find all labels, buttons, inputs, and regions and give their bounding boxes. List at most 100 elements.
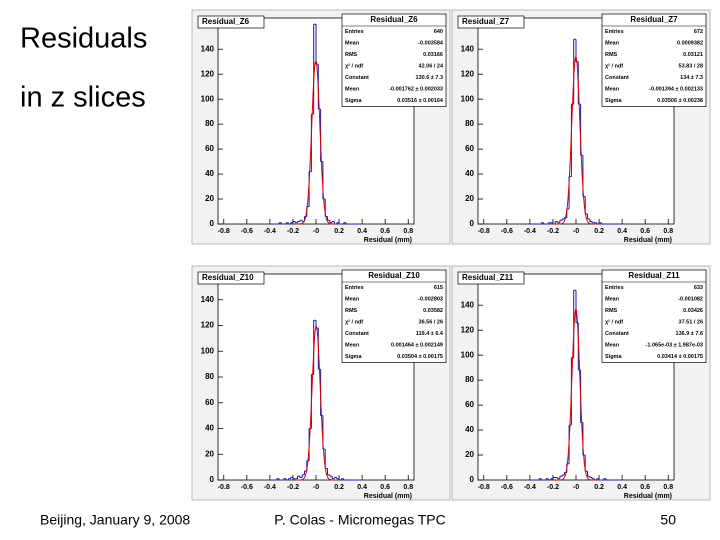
footer-left: Beijing, January 9, 2008 — [40, 512, 190, 528]
x-tick-label: 0.6 — [640, 484, 650, 491]
stats-label: RMS — [345, 308, 358, 314]
stats-label: Mean — [345, 87, 360, 93]
x-tick-label: -0 — [573, 228, 579, 235]
fit-curve — [555, 55, 597, 225]
y-tick-label: 40 — [465, 425, 474, 434]
x-tick-label: -0.4 — [524, 484, 536, 491]
stats-value: 615 — [434, 285, 443, 291]
y-tick-label: 80 — [465, 375, 474, 384]
y-tick-label: 100 — [461, 94, 475, 103]
x-tick-label: 0.2 — [594, 228, 604, 235]
y-tick-label: 0 — [210, 475, 215, 484]
stats-value: 633 — [694, 285, 703, 291]
stats-label: Entries — [345, 29, 364, 35]
stats-value: 0.03504 ± 0.00175 — [397, 354, 443, 360]
stats-label: Mean — [345, 343, 360, 349]
y-tick-label: 20 — [465, 194, 474, 203]
stats-title: Residual_Z6 — [370, 15, 418, 24]
stats-box — [601, 269, 707, 363]
fit-curve — [295, 60, 337, 225]
x-tick-label: -0.2 — [287, 484, 299, 491]
stats-value: -0.001762 ± 0.002033 — [389, 87, 443, 93]
slide-subtitle: in z slices — [20, 82, 146, 114]
stats-value: 0.03121 — [683, 52, 703, 58]
x-tick-label: 0.6 — [640, 228, 650, 235]
x-tick-label: -0.2 — [547, 484, 559, 491]
x-tick-label: 0.6 — [380, 484, 390, 491]
stats-value: 672 — [694, 29, 703, 35]
footer-center: P. Colas - Micromegas TPC — [274, 512, 445, 528]
title-box — [457, 15, 525, 29]
stats-box — [341, 13, 447, 107]
x-tick-label: -0.4 — [264, 484, 276, 491]
stats-label: Constant — [605, 75, 629, 81]
chart-title: Residual_Z7 — [462, 17, 510, 26]
stats-label: Entries — [605, 285, 624, 291]
x-tick-label: 0.4 — [357, 484, 367, 491]
stats-value: 0.03506 ± 0.00238 — [657, 98, 703, 104]
y-tick-label: 60 — [465, 400, 474, 409]
stats-label: RMS — [605, 308, 618, 314]
y-tick-label: 120 — [201, 321, 215, 330]
x-tick-label: 0.4 — [617, 484, 627, 491]
x-tick-label: -0 — [573, 484, 579, 491]
title-box — [457, 271, 525, 285]
stats-value: 119.4 ± 6.4 — [416, 331, 444, 337]
stats-title: Residual_Z10 — [368, 271, 420, 280]
chart-title: Residual_Z11 — [462, 273, 514, 282]
stats-value: 0.03426 — [683, 308, 703, 314]
stats-label: Sigma — [345, 98, 362, 104]
stats-label: Entries — [605, 29, 624, 35]
y-tick-label: 80 — [205, 119, 214, 128]
stats-value: 0.03582 — [423, 308, 443, 314]
y-tick-label: 140 — [201, 295, 215, 304]
x-tick-label: -0 — [313, 228, 319, 235]
slide-title: Residuals — [20, 23, 147, 55]
stats-value: -0.003584 — [418, 41, 444, 47]
stats-value: 640 — [434, 29, 443, 35]
x-tick-label: -0.4 — [264, 228, 276, 235]
y-tick-label: 120 — [461, 325, 475, 334]
x-tick-label: -0.8 — [478, 228, 490, 235]
x-tick-label: -0.8 — [218, 484, 230, 491]
y-tick-label: 40 — [465, 169, 474, 178]
y-tick-label: 0 — [210, 219, 215, 228]
y-tick-label: 140 — [461, 44, 475, 53]
x-tick-label: -0.6 — [501, 484, 513, 491]
title-box — [197, 15, 265, 29]
stats-value: -0.001082 — [678, 297, 703, 303]
y-tick-label: 20 — [205, 194, 214, 203]
x-tick-label: 0.4 — [357, 228, 367, 235]
y-tick-label: 20 — [465, 450, 474, 459]
x-tick-label: -0.4 — [524, 228, 536, 235]
stats-value: 53.83 / 28 — [679, 64, 703, 70]
stats-label: χ² / ndf — [605, 63, 623, 70]
page-number: 50 — [660, 512, 676, 528]
y-tick-label: 0 — [470, 475, 475, 484]
x-tick-label: -0.6 — [241, 484, 253, 491]
x-tick-label: -0.6 — [241, 228, 253, 235]
stats-label: χ² / ndf — [345, 319, 363, 326]
x-tick-label: 0.6 — [380, 228, 390, 235]
y-tick-label: 100 — [201, 94, 215, 103]
stats-value: 134 ± 7.3 — [680, 75, 703, 81]
stats-value: -1.065e-03 ± 1.987e-03 — [646, 343, 703, 349]
x-tick-label: 0.2 — [334, 228, 344, 235]
stats-value: 136.9 ± 7.6 — [676, 331, 703, 337]
stats-title: Residual_Z7 — [630, 15, 678, 24]
stats-label: Constant — [605, 331, 629, 337]
stats-label: Mean — [345, 41, 360, 47]
stats-value: 0.03166 — [423, 52, 443, 58]
stats-value: 42.06 / 24 — [419, 64, 444, 70]
stats-label: Mean — [345, 297, 360, 303]
x-tick-label: -0.2 — [547, 228, 559, 235]
stats-label: Constant — [345, 75, 369, 81]
stats-label: Mean — [605, 87, 620, 93]
x-axis-label: Residual (mm) — [624, 493, 672, 500]
stats-value: -0.002803 — [418, 297, 443, 303]
x-axis-label: Residual (mm) — [624, 237, 672, 244]
x-axis-label: Residual (mm) — [364, 493, 412, 500]
x-tick-label: -0 — [313, 484, 319, 491]
x-tick-label: 0.8 — [403, 484, 413, 491]
x-tick-label: 0.8 — [663, 228, 673, 235]
